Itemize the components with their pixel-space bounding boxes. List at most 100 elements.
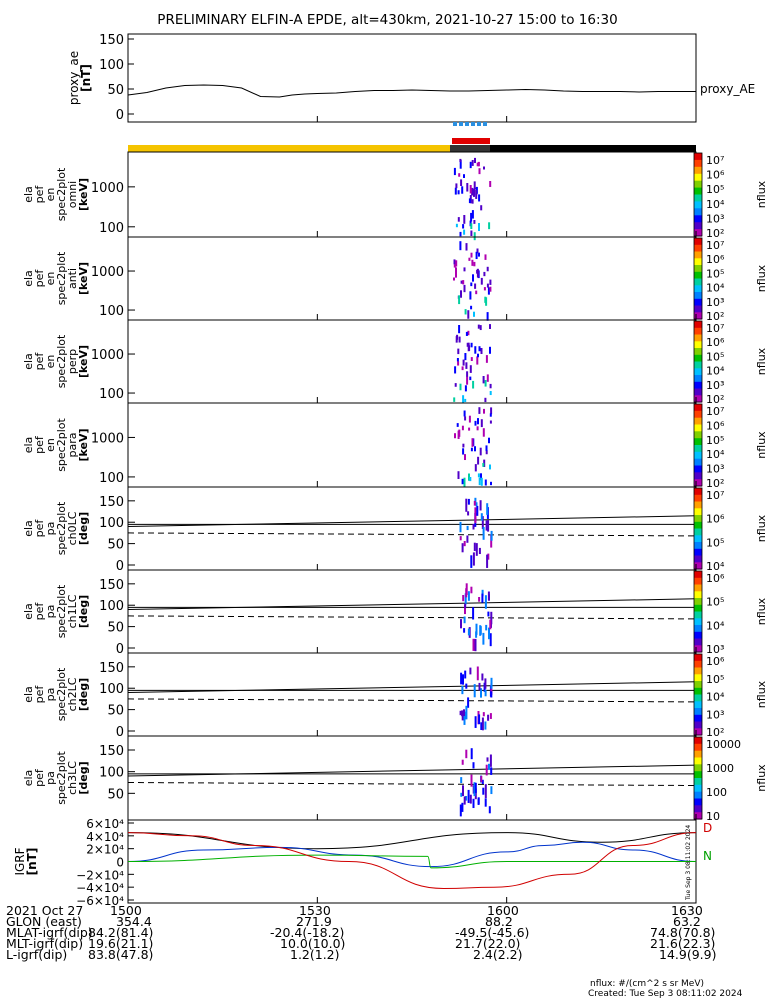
flux-pixel: [466, 376, 469, 385]
y-axis-label-line: [nT]: [25, 848, 39, 876]
colorbar-tick-label: 10²: [706, 477, 724, 490]
flux-pixel: [489, 464, 491, 470]
flux-pixel: [481, 589, 484, 597]
colorbar-tick-label: 10⁴: [706, 448, 725, 461]
status-bar-yellow: [128, 145, 450, 152]
flux-pixel: [489, 754, 492, 767]
y-axis-label-line: pef: [33, 602, 46, 621]
colorbar-segment: [694, 341, 702, 349]
y-tick-label: 100: [99, 599, 124, 614]
colorbar-label-text: nflux: [755, 597, 768, 625]
flux-pixel: [470, 252, 473, 258]
y-tick-label: −6×10⁴: [76, 894, 124, 908]
y-tick-label: 0: [116, 856, 124, 870]
anti-loss-cone-line: [127, 615, 697, 620]
colorbar-tick-label: 10⁵: [706, 183, 724, 196]
flux-pixel: [470, 230, 473, 236]
flux-pixel: [483, 271, 486, 277]
colorbar-tick-label: 10⁴: [706, 198, 725, 211]
colorbar-tick-label: 10⁷: [706, 322, 724, 335]
colorbar-segment: [694, 271, 702, 280]
y-tick-label: 0: [116, 559, 124, 574]
y-tick-label: 1000: [91, 348, 124, 363]
flux-pixel: [463, 709, 465, 716]
flux-pixel: [462, 595, 465, 602]
flux-pixel: [453, 397, 456, 402]
footer-value: 74.8(70.8): [650, 925, 716, 940]
flux-pixel: [463, 174, 465, 178]
flux-pixel: [471, 199, 474, 204]
y-tick-label: 150: [99, 33, 124, 48]
flux-pixel: [459, 241, 462, 251]
colorbar-tick-label: 10³: [706, 643, 724, 656]
series-label: proxy_AE: [700, 82, 755, 96]
colorbar-label: nflux: [755, 264, 768, 292]
colorbar-tick-label: 10⁴: [706, 282, 725, 295]
y-axis-label-line: spec2plot: [55, 667, 68, 721]
flux-pixel: [468, 473, 470, 481]
flux-pixel: [484, 254, 487, 260]
footer-value: 1.2(1.2): [290, 947, 340, 962]
colorbar-tick-label: 10³: [706, 212, 724, 225]
flux-pixel: [489, 391, 492, 396]
flux-pixel: [484, 380, 487, 387]
flux-pixel: [467, 628, 470, 636]
flux-pixel: [489, 383, 492, 389]
colorbar-segment: [694, 737, 702, 745]
colorbar-tick-label: 10⁶: [706, 572, 725, 585]
y-axis-label-line: pef: [33, 768, 46, 787]
y-axis-label-line: [keV]: [77, 345, 90, 378]
y-axis-label-line: en: [44, 188, 57, 202]
panel-frame: [127, 33, 697, 123]
flux-pixel: [457, 190, 460, 195]
footer-value: -20.4(-18.2): [270, 925, 345, 940]
flux-pixel: [477, 418, 479, 425]
colorbar-segment: [694, 488, 702, 496]
y-axis-label-line: pef: [33, 185, 46, 204]
flux-pixel: [482, 787, 485, 795]
footer-row: 2021 Oct 27 1500 1530 1600 1630: [0, 903, 775, 918]
loss-cone-line: [127, 681, 697, 693]
colorbar-segment: [694, 285, 702, 293]
colorbar-segment: [694, 424, 702, 432]
flux-pixel: [486, 283, 489, 288]
flux-pixel: [458, 325, 461, 334]
flux-pixel: [453, 167, 456, 176]
colorbar-segment: [694, 631, 702, 640]
flux-pixel: [478, 682, 481, 691]
flux-pixel: [490, 677, 493, 689]
flux-pixel: [469, 477, 472, 482]
y-axis-label-line: spec2plot: [55, 418, 68, 472]
colorbar-tick-label: 100: [706, 786, 727, 799]
flux-pixel: [459, 804, 462, 817]
footer-value: 1600: [487, 903, 519, 918]
footnote-units: nflux: #/(cm^2 s sr MeV): [590, 979, 704, 989]
flux-pixel: [461, 759, 464, 765]
flux-pixel: [468, 427, 471, 431]
y-axis-label-line: pef: [33, 269, 46, 288]
colorbar-segment: [694, 305, 702, 313]
y-axis-label-line: spec2plot: [55, 751, 68, 805]
flux-pixel: [463, 215, 466, 224]
loss-cone-line: [127, 764, 697, 777]
colorbar-tick-label: 10⁶: [706, 419, 725, 432]
flux-pixel: [456, 423, 459, 427]
colorbar-segment: [694, 354, 702, 363]
flux-pixel: [473, 181, 476, 190]
anti-loss-cone-line: [127, 698, 697, 703]
footer-value: 2.4(2.2): [473, 947, 523, 962]
y-tick-label: −4×10⁴: [76, 881, 124, 895]
panel-frame: [127, 569, 697, 654]
flux-pixel: [467, 330, 470, 336]
y-tick-label: 100: [99, 221, 124, 236]
flux-pixel: [461, 710, 464, 717]
footer-value: 84.2(81.4): [88, 925, 154, 940]
y-axis-label-line: ela: [22, 770, 35, 787]
colorbar-segment: [694, 604, 702, 613]
flux-pixel: [475, 502, 478, 507]
footer-value: 21.6(22.3): [650, 936, 716, 951]
flux-pixel: [488, 437, 490, 444]
footer-label: GLON (east): [6, 914, 82, 929]
flux-pixel: [474, 420, 477, 426]
